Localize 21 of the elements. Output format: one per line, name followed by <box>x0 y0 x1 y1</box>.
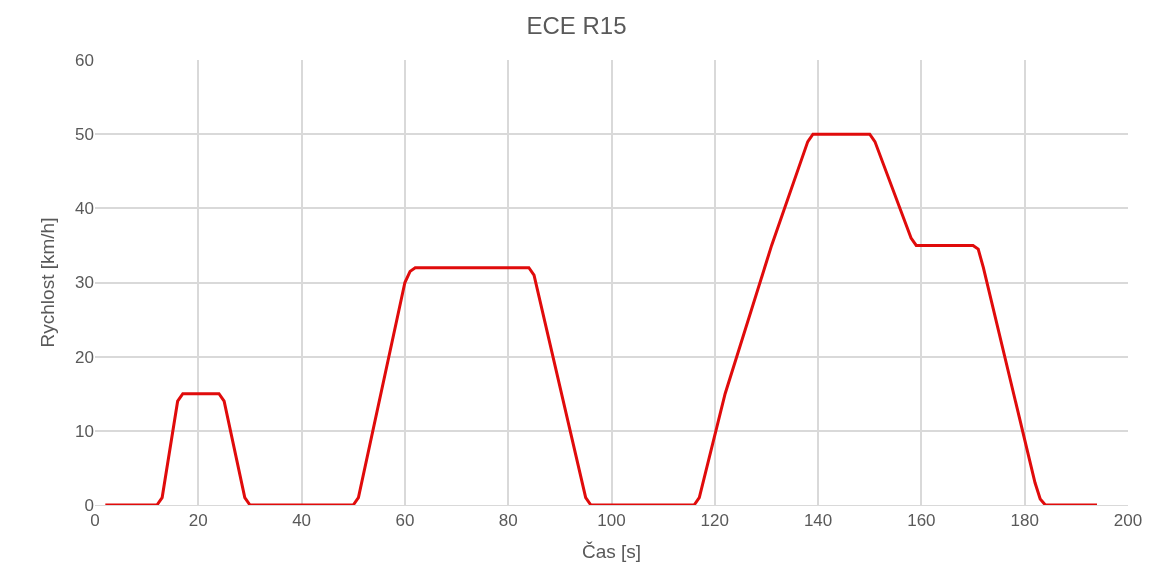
x-tick-label: 200 <box>1113 511 1143 531</box>
y-tick-label: 0 <box>84 495 94 515</box>
x-tick-label: 180 <box>1010 511 1039 531</box>
x-axis-title: Čas [s] <box>581 541 642 563</box>
x-tick-label: 40 <box>292 511 312 531</box>
x-tick-label: 60 <box>395 511 415 531</box>
x-tick-label: 120 <box>700 511 729 531</box>
y-tick-label: 30 <box>75 273 94 293</box>
y-tick-label: 60 <box>75 50 94 70</box>
x-tick-label: 100 <box>597 511 626 531</box>
x-tick-label: 140 <box>803 511 833 531</box>
y-tick-label: 20 <box>75 347 94 367</box>
y-axis-title: Rychlost [km/h] <box>36 217 58 348</box>
y-tick-label: 50 <box>75 125 94 145</box>
x-tick-label: 80 <box>498 511 518 531</box>
x-tick-label: 160 <box>907 511 936 531</box>
chart-title: ECE R15 <box>526 12 627 40</box>
y-tick-label: 40 <box>75 199 94 219</box>
y-tick-label: 10 <box>75 421 94 441</box>
line-series <box>103 132 1099 505</box>
x-tick-label: 20 <box>188 511 208 531</box>
